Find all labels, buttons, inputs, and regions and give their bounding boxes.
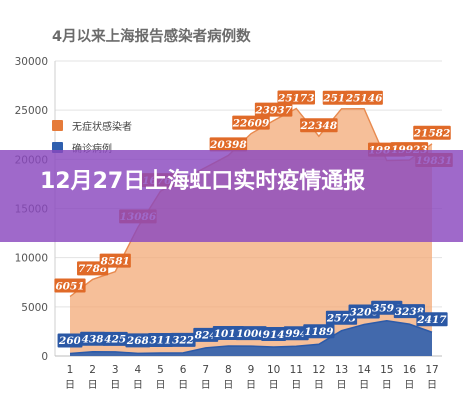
y-tick-label: 5000 xyxy=(21,302,48,314)
x-tick-label: 14 xyxy=(357,364,371,376)
x-tick-label: 4 xyxy=(135,364,142,376)
x-tick-label: 16 xyxy=(403,364,417,376)
x-tick-label: 5 xyxy=(157,364,164,376)
legend-swatch-asymptomatic xyxy=(52,119,63,131)
data-label-confirmed-box xyxy=(80,331,106,346)
data-label-asymptomatic: 25146 xyxy=(345,93,383,105)
y-tick-label: 30000 xyxy=(15,56,48,68)
x-tick-unit: 日 xyxy=(156,380,166,391)
data-label-asymptomatic: 23937 xyxy=(254,104,292,116)
x-tick-unit: 日 xyxy=(269,380,279,391)
x-tick-unit: 日 xyxy=(133,380,143,391)
x-tick-unit: 日 xyxy=(88,380,98,391)
data-label-confirmed-box xyxy=(102,331,128,346)
data-label-confirmed: 260 xyxy=(58,335,82,347)
x-tick-label: 17 xyxy=(425,364,438,376)
x-axis: 1日2日3日4日5日6日7日8日9日10日11日12日13日14日15日16日1… xyxy=(55,355,442,391)
data-label-confirmed-box xyxy=(125,333,151,348)
data-label-asymptomatic: 21582 xyxy=(413,128,451,140)
x-tick-label: 6 xyxy=(180,364,187,376)
data-label-confirmed: 1006 xyxy=(236,328,266,340)
data-label-confirmed: 311 xyxy=(150,335,172,347)
x-tick-label: 1 xyxy=(67,364,74,376)
data-label-confirmed: 824 xyxy=(195,330,217,342)
data-label-asymptomatic: 25173 xyxy=(277,92,315,104)
x-tick-label: 9 xyxy=(248,364,255,376)
y-tick-label: 10000 xyxy=(15,253,48,265)
data-label-confirmed: 322 xyxy=(172,335,194,347)
legend-swatch-confirmed xyxy=(52,141,63,153)
chart-title: 4月以来上海报告感染者病例数 xyxy=(52,29,251,45)
x-tick-unit: 日 xyxy=(359,380,369,391)
data-label-asymptomatic-box xyxy=(345,90,383,105)
data-label-asymptomatic-box xyxy=(254,102,293,117)
x-tick-unit: 日 xyxy=(337,380,347,391)
data-label-asymptomatic-box xyxy=(54,278,86,293)
legend-item-confirmed: 确诊病例 xyxy=(52,136,132,158)
x-tick-label: 2 xyxy=(89,364,96,376)
data-label-confirmed-box xyxy=(303,324,335,339)
x-tick-unit: 日 xyxy=(291,380,301,391)
x-tick-unit: 日 xyxy=(223,380,233,391)
data-label-confirmed: 914 xyxy=(263,329,285,341)
headline-banner: 12月27日上海虹口实时疫情通报 xyxy=(0,150,463,242)
data-label-asymptomatic-box xyxy=(413,125,451,140)
series-line-asymptomatic xyxy=(69,107,433,298)
series-area-confirmed xyxy=(70,320,432,356)
x-tick-label: 3 xyxy=(112,364,119,376)
x-tick-unit: 日 xyxy=(314,380,324,391)
data-label-confirmed: 438 xyxy=(82,333,105,345)
data-label-asymptomatic: 20398 xyxy=(209,139,247,151)
x-tick-unit: 日 xyxy=(246,380,256,391)
x-tick-unit: 日 xyxy=(110,380,120,391)
data-label-asymptomatic-box xyxy=(209,137,248,152)
data-label-asymptomatic-box xyxy=(300,118,338,133)
data-label-asymptomatic-box xyxy=(232,115,270,130)
headline-text: 12月27日上海虹口实时疫情通报 xyxy=(40,169,366,194)
data-label-confirmed: 994 xyxy=(285,328,307,340)
x-tick-label: 12 xyxy=(312,364,325,376)
data-label-confirmed-box xyxy=(261,327,287,342)
y-tick-label: 25000 xyxy=(15,105,48,117)
data-label-asymptomatic: 22348 xyxy=(300,120,338,132)
data-label-confirmed: 425 xyxy=(104,334,126,346)
data-label-confirmed: 268 xyxy=(126,335,150,347)
data-label-asymptomatic: 8581 xyxy=(101,255,130,267)
x-tick-unit: 日 xyxy=(65,380,75,391)
legend-item-asymptomatic: 无症状感染者 xyxy=(52,114,132,136)
data-label-confirmed-box xyxy=(193,327,219,342)
x-tick-label: 15 xyxy=(380,364,393,376)
x-tick-unit: 日 xyxy=(404,380,414,391)
y-tick-label: 0 xyxy=(41,351,48,363)
data-label-confirmed-box xyxy=(283,326,309,341)
legend-label-confirmed: 确诊病例 xyxy=(72,143,112,155)
data-label-confirmed-box xyxy=(148,332,173,347)
data-label-asymptomatic-box xyxy=(99,253,131,268)
x-tick-unit: 日 xyxy=(178,380,188,391)
data-label-confirmed-box xyxy=(235,326,267,341)
data-label-asymptomatic-box xyxy=(277,90,315,105)
data-label-asymptomatic: 6051 xyxy=(55,280,84,292)
data-label-confirmed-box xyxy=(416,312,448,327)
data-label-confirmed-box xyxy=(170,332,196,347)
x-tick-unit: 日 xyxy=(427,380,437,391)
data-label-confirmed-box xyxy=(57,333,83,348)
data-label-confirmed: 2417 xyxy=(416,314,447,326)
data-label-asymptomatic: 22609 xyxy=(232,117,270,129)
data-label-confirmed: 1189 xyxy=(304,326,334,338)
x-tick-unit: 日 xyxy=(382,380,392,391)
legend-label-asymptomatic: 无症状感染者 xyxy=(72,121,132,133)
series-line-confirmed xyxy=(69,319,433,355)
x-tick-label: 7 xyxy=(202,364,209,376)
x-tick-label: 11 xyxy=(290,364,303,376)
x-tick-label: 13 xyxy=(335,364,348,376)
x-tick-label: 8 xyxy=(225,364,232,376)
x-tick-label: 10 xyxy=(267,364,280,376)
x-tick-unit: 日 xyxy=(201,380,211,391)
legend: 无症状感染者 确诊病例 xyxy=(52,114,132,158)
